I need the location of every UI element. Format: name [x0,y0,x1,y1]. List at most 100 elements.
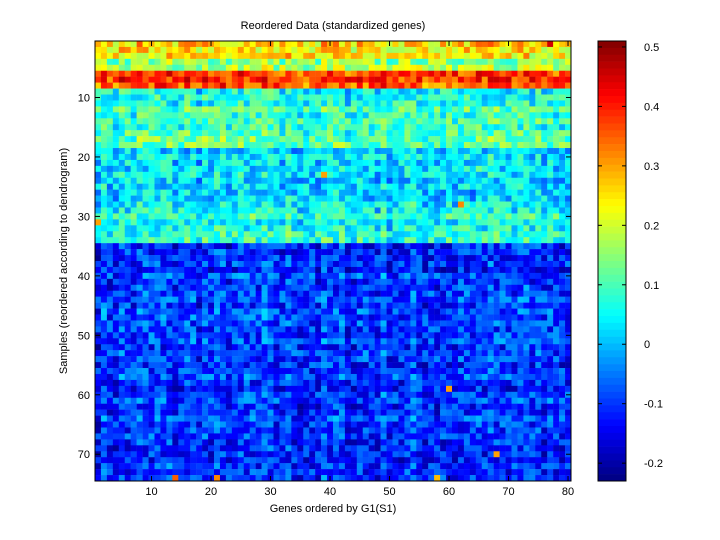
heatmap-cell [517,391,524,399]
heatmap-cell [368,338,375,345]
heatmap-cell [541,314,548,321]
heatmap-cell [505,112,512,119]
heatmap-cell [190,296,197,303]
heatmap-cell [529,397,536,404]
heatmap-cell [481,159,488,167]
heatmap-cell [559,70,566,77]
heatmap-cell [136,255,143,262]
heatmap-cell [392,41,399,48]
heatmap-cell [422,46,429,54]
heatmap-cell [350,136,358,143]
heatmap-cell [267,201,274,208]
heatmap-cell [148,243,155,250]
heatmap-cell [344,171,352,179]
heatmap-cell [422,320,429,327]
heatmap-cell [190,41,197,48]
heatmap-cell [452,255,459,262]
heatmap-cell [380,153,387,161]
heatmap-cell [309,46,316,54]
heatmap-cell [95,225,102,232]
heatmap-cell [196,368,203,375]
heatmap-cell [428,356,435,363]
heatmap-cell [523,52,530,60]
heatmap-cell [243,183,250,190]
heatmap-cell [493,261,500,268]
heatmap-cell [356,165,363,173]
heatmap-cell [344,320,352,327]
heatmap-cell [338,219,346,226]
heatmap-cell [178,290,185,297]
heatmap-cell [249,249,256,256]
heatmap-cell [446,64,453,71]
heatmap-cell [475,266,482,274]
heatmap-cell [202,76,209,83]
heatmap-cell [279,308,286,315]
heatmap-cell [529,41,536,48]
heatmap-cell [237,326,244,333]
heatmap-cell [202,153,209,161]
heatmap-cell [112,82,120,89]
heatmap-cell [517,255,524,262]
heatmap-cell [398,278,405,286]
heatmap-cell [309,142,316,149]
heatmap-cell [475,231,482,238]
heatmap-cell [255,88,262,95]
heatmap-cell [148,46,155,54]
heatmap-cell [416,130,423,137]
heatmap-cell [505,219,512,226]
heatmap-cell [547,171,554,179]
heatmap-cell [154,225,161,232]
heatmap-cell [225,284,233,291]
heatmap-cell [112,159,120,167]
heatmap-cell [553,308,560,315]
heatmap-cell [178,165,185,173]
heatmap-cell [166,278,173,286]
heatmap-cell [202,249,209,256]
heatmap-cell [202,159,209,167]
heatmap-cell [523,290,530,297]
heatmap-cell [130,130,137,137]
heatmap-cell [124,118,131,125]
heatmap-cell [285,41,292,48]
heatmap-cell [190,165,197,173]
heatmap-cell [303,201,310,208]
heatmap-cell [446,76,453,83]
heatmap-cell [338,362,346,369]
heatmap-cell [184,82,191,89]
heatmap-cell [285,118,292,125]
heatmap-cell [565,124,572,131]
heatmap-cell [499,159,506,167]
heatmap-cell [297,82,304,89]
heatmap-cell [297,195,304,202]
heatmap-cell [309,379,316,387]
heatmap-cell [446,231,453,238]
heatmap-cell [249,261,256,268]
heatmap-cell [481,118,488,125]
heatmap-cell [243,207,250,214]
heatmap-cell [523,302,530,309]
heatmap-cell [529,106,536,113]
heatmap-cell [303,409,310,416]
heatmap-cell [398,344,405,351]
heatmap-cell [356,237,363,244]
heatmap-cell [535,296,542,303]
heatmap-cell [481,142,488,149]
heatmap-cell [529,201,536,208]
heatmap-cell [202,290,209,297]
heatmap-cell [356,338,363,345]
heatmap-cell [106,159,114,167]
heatmap-cell [208,302,215,309]
heatmap-cell [410,403,417,410]
heatmap-cell [327,284,334,291]
heatmap-cell [404,237,411,244]
heatmap-cell [124,379,131,387]
heatmap-cell [148,356,155,363]
heatmap-cell [493,219,500,226]
heatmap-cell [106,278,114,286]
heatmap-cell [231,148,239,155]
heatmap-cell [160,368,167,375]
heatmap-cell [214,385,221,393]
heatmap-cell [196,41,203,48]
heatmap-cell [457,58,465,66]
heatmap-cell [452,302,459,309]
